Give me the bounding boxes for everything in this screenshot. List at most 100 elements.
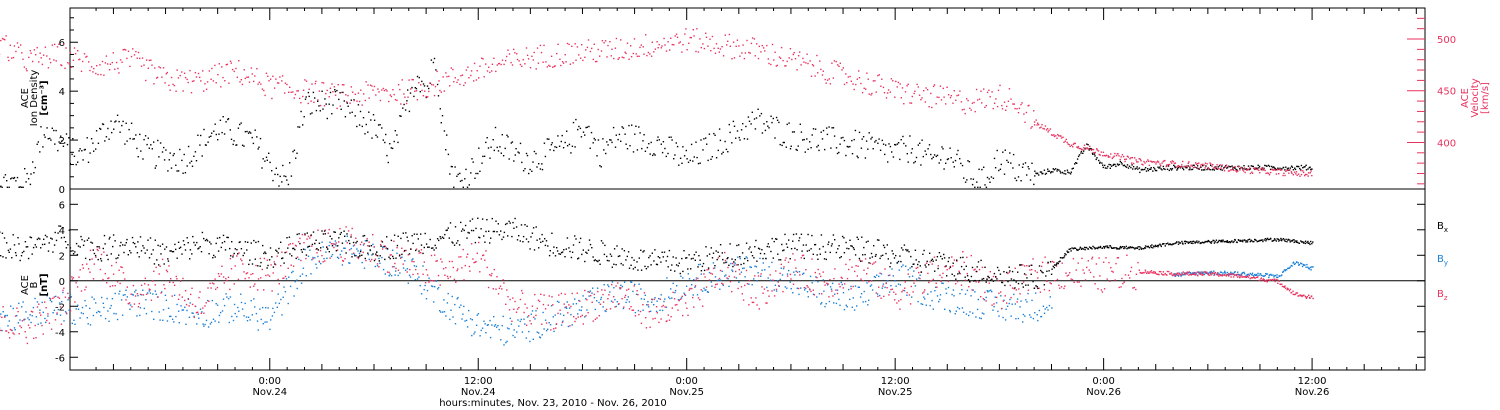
by-point [428,277,430,279]
velocity-point [15,50,17,53]
by-point [1013,293,1015,296]
density-point [703,138,705,140]
velocity-point [177,77,180,79]
bx-point [204,239,207,242]
by-point [1253,273,1256,276]
velocity-point [1166,164,1168,166]
bx-point [215,242,217,245]
by-point [147,292,149,294]
density-point [625,143,627,145]
bx-point [304,233,306,235]
by-point [1187,272,1189,274]
density-point [796,149,798,151]
density-point [799,123,801,125]
bz-point [195,311,198,314]
density-point [240,122,242,124]
density-point [810,147,812,149]
bz-point [740,286,743,288]
by-point [945,288,947,290]
bz-point [886,287,888,289]
velocity-point [82,60,84,63]
velocity-point [410,88,412,90]
by-point [571,324,573,326]
velocity-point [386,90,388,92]
by-point [1289,266,1291,268]
velocity-point [1183,166,1186,168]
velocity-point [729,45,731,47]
velocity-point [1064,140,1066,142]
density-point [1201,169,1203,171]
bx-point [209,241,211,243]
velocity-point [649,53,651,55]
by-point [42,311,44,314]
velocity-point [807,62,809,65]
density-point [1264,164,1266,167]
velocity-point [53,59,55,61]
density-point [764,129,767,132]
bz-point [203,312,205,314]
velocity-point [475,79,478,81]
bz-point [620,287,622,289]
by-point [509,317,511,320]
bz-point [307,235,310,238]
density-point [683,155,686,157]
bx-point [119,245,121,247]
density-point [541,163,543,165]
by-point [974,291,976,293]
density-point [118,120,120,123]
bx-point [301,251,303,253]
density-point [1261,167,1263,169]
velocity-point [540,51,543,54]
bz-point [188,305,190,307]
by-point [489,319,491,322]
density-point [470,172,472,174]
by-point [545,330,548,332]
density-point [346,102,348,104]
velocity-point [93,67,95,70]
bx-point [376,251,378,253]
by-point [460,304,462,306]
density-point [840,137,842,139]
bz-point [259,257,261,260]
velocity-point [1033,124,1036,126]
bx-point [518,235,520,237]
velocity-point [1007,100,1010,102]
by-point [296,287,298,290]
by-point [238,310,240,312]
bx-point [176,257,178,259]
by-point [899,284,902,286]
bz-point [1189,273,1191,276]
by-point [939,298,941,301]
top-panel-frame [69,7,1426,190]
density-point [377,124,380,126]
bz-point [908,294,911,296]
density-point [139,133,141,136]
bz-point [1078,281,1080,283]
by-point [433,301,435,303]
velocity-point [1263,168,1265,171]
by-point [575,303,578,305]
density-point [785,146,787,148]
bx-point [306,232,308,234]
density-point [264,160,266,162]
density-point [838,151,840,154]
by-point [914,285,917,287]
bz-point [592,320,594,322]
velocity-point [635,53,637,55]
bx-point [356,240,358,243]
density-point [968,161,971,163]
velocity-point [614,47,617,49]
by-point [293,295,295,297]
by-point [393,266,395,268]
bz-point [210,287,212,289]
velocity-point [1096,149,1099,151]
density-point [747,116,750,118]
bx-point [178,247,181,249]
bz-point [608,294,610,296]
by-point [1027,292,1029,295]
velocity-point [356,100,358,102]
bz-point [57,296,59,298]
bx-point [40,247,42,249]
field-tick-label: 2 [59,251,65,262]
by-point [197,313,199,315]
